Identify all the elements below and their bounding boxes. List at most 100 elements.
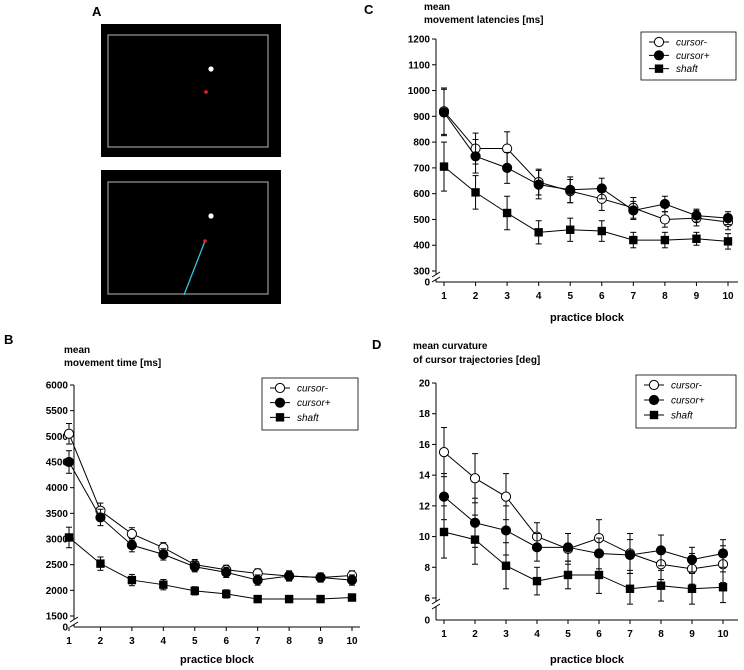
marker-filled-circle: [470, 151, 481, 162]
y-tick-label: 1500: [46, 612, 69, 623]
series-line: [443, 166, 729, 242]
series-cursor: [438, 427, 729, 585]
series-line: [443, 110, 729, 223]
x-tick-label: 6: [596, 629, 602, 640]
axis-break-mark: [431, 271, 441, 278]
y-tick-label: 5500: [46, 406, 69, 417]
marker-filled-circle: [717, 548, 729, 559]
y-tick-label: 600: [413, 189, 430, 200]
legend-label: cursor-: [297, 384, 329, 395]
marker-open-circle: [63, 428, 75, 439]
series-cursor: [63, 450, 358, 586]
marker-filled-circle: [691, 210, 702, 221]
y-tick-label: 300: [413, 267, 430, 278]
marker-open-circle: [126, 528, 137, 539]
legend-label: cursor-: [676, 38, 708, 49]
shaft-line: [183, 240, 206, 296]
legend: cursor-cursor+ shaft: [640, 31, 737, 81]
marker-filled-square: [649, 410, 659, 420]
x-tick-label: 4: [536, 291, 542, 302]
axis-break-mark: [431, 598, 441, 605]
marker-filled-square: [439, 162, 449, 171]
marker-filled-circle: [596, 183, 607, 194]
marker-filled-square: [723, 237, 733, 246]
x-tick-label: 3: [504, 291, 510, 302]
marker-filled-square: [470, 535, 480, 544]
marker-filled-circle: [63, 456, 75, 468]
marker-filled-square: [625, 584, 635, 593]
series-cursor: [438, 88, 734, 226]
axis-break-mark: [431, 603, 441, 610]
chart-title-line: mean: [424, 2, 450, 13]
marker-filled-square: [692, 234, 701, 243]
y-tick-label: 1000: [408, 86, 431, 97]
y-tick-label: 6000: [46, 381, 69, 392]
marker-open-circle: [502, 143, 513, 154]
y-tick-label: 700: [413, 163, 430, 174]
panel-label: C: [364, 2, 374, 17]
series-line: [443, 531, 724, 590]
legend-label: cursor-: [671, 381, 703, 392]
screen-frame: [107, 34, 269, 148]
axis-break-mark: [69, 616, 79, 623]
marker-filled-square: [253, 594, 262, 604]
x-tick-label: 9: [689, 629, 695, 640]
y-tick-label-zero: 0: [62, 623, 68, 634]
y-tick-label-zero: 0: [424, 278, 430, 289]
x-tick-label: 8: [286, 636, 292, 647]
y-tick-label: 3500: [46, 509, 69, 520]
marker-filled-circle: [221, 567, 232, 578]
series-shaft: [439, 505, 728, 605]
x-tick-label: 1: [66, 636, 72, 647]
y-tick-label: 400: [413, 241, 430, 252]
marker-filled-circle: [659, 198, 670, 210]
marker-filled-circle: [562, 542, 574, 553]
marker-filled-square: [532, 576, 542, 586]
marker-filled-circle: [628, 205, 639, 216]
legend: cursor-cursor+ shaft: [261, 377, 359, 431]
marker-filled-circle: [252, 574, 263, 586]
series-line: [443, 451, 724, 570]
x-tick-label: 1: [441, 291, 447, 302]
x-tick-label: 7: [255, 636, 261, 647]
marker-filled-circle: [624, 549, 636, 561]
target-dot: [208, 66, 214, 72]
marker-filled-circle: [655, 545, 667, 556]
series-line: [68, 537, 353, 600]
marker-filled-circle: [531, 542, 543, 553]
x-tick-label: 10: [717, 629, 729, 640]
marker-filled-square: [439, 527, 449, 537]
marker-filled-square: [96, 559, 105, 568]
series-shaft: [439, 141, 733, 250]
marker-filled-square: [534, 228, 543, 237]
y-tick-label: 800: [413, 138, 430, 149]
screen-frame: [107, 181, 269, 295]
screen-without-shaft: [101, 24, 281, 157]
marker-filled-square: [284, 594, 294, 604]
y-tick-label: 16: [419, 440, 431, 451]
marker-filled-circle: [438, 107, 450, 118]
legend-label: cursor+: [297, 398, 331, 409]
axis-break-mark: [431, 276, 441, 283]
marker-filled-square: [275, 413, 285, 422]
marker-filled-square: [566, 225, 575, 234]
y-tick-label: 14: [419, 471, 431, 482]
y-tick-label: 12: [419, 501, 431, 512]
y-tick-label: 5000: [46, 432, 69, 443]
marker-filled-circle: [346, 574, 358, 586]
y-tick-label: 3000: [46, 535, 69, 546]
y-tick-label: 20: [419, 379, 431, 390]
chart-title-line: mean: [64, 345, 90, 356]
x-tick-label: 5: [192, 636, 198, 647]
marker-filled-square: [190, 586, 199, 596]
series-line: [68, 461, 353, 581]
chart-title-line: movement latencies [ms]: [424, 15, 544, 26]
x-tick-label: 6: [599, 291, 605, 302]
marker-filled-square: [654, 64, 664, 73]
series-line: [68, 433, 353, 579]
series-line: [443, 112, 729, 219]
x-axis-label: practice block: [180, 654, 255, 666]
marker-filled-square: [471, 188, 480, 197]
marker-filled-square: [316, 594, 325, 604]
